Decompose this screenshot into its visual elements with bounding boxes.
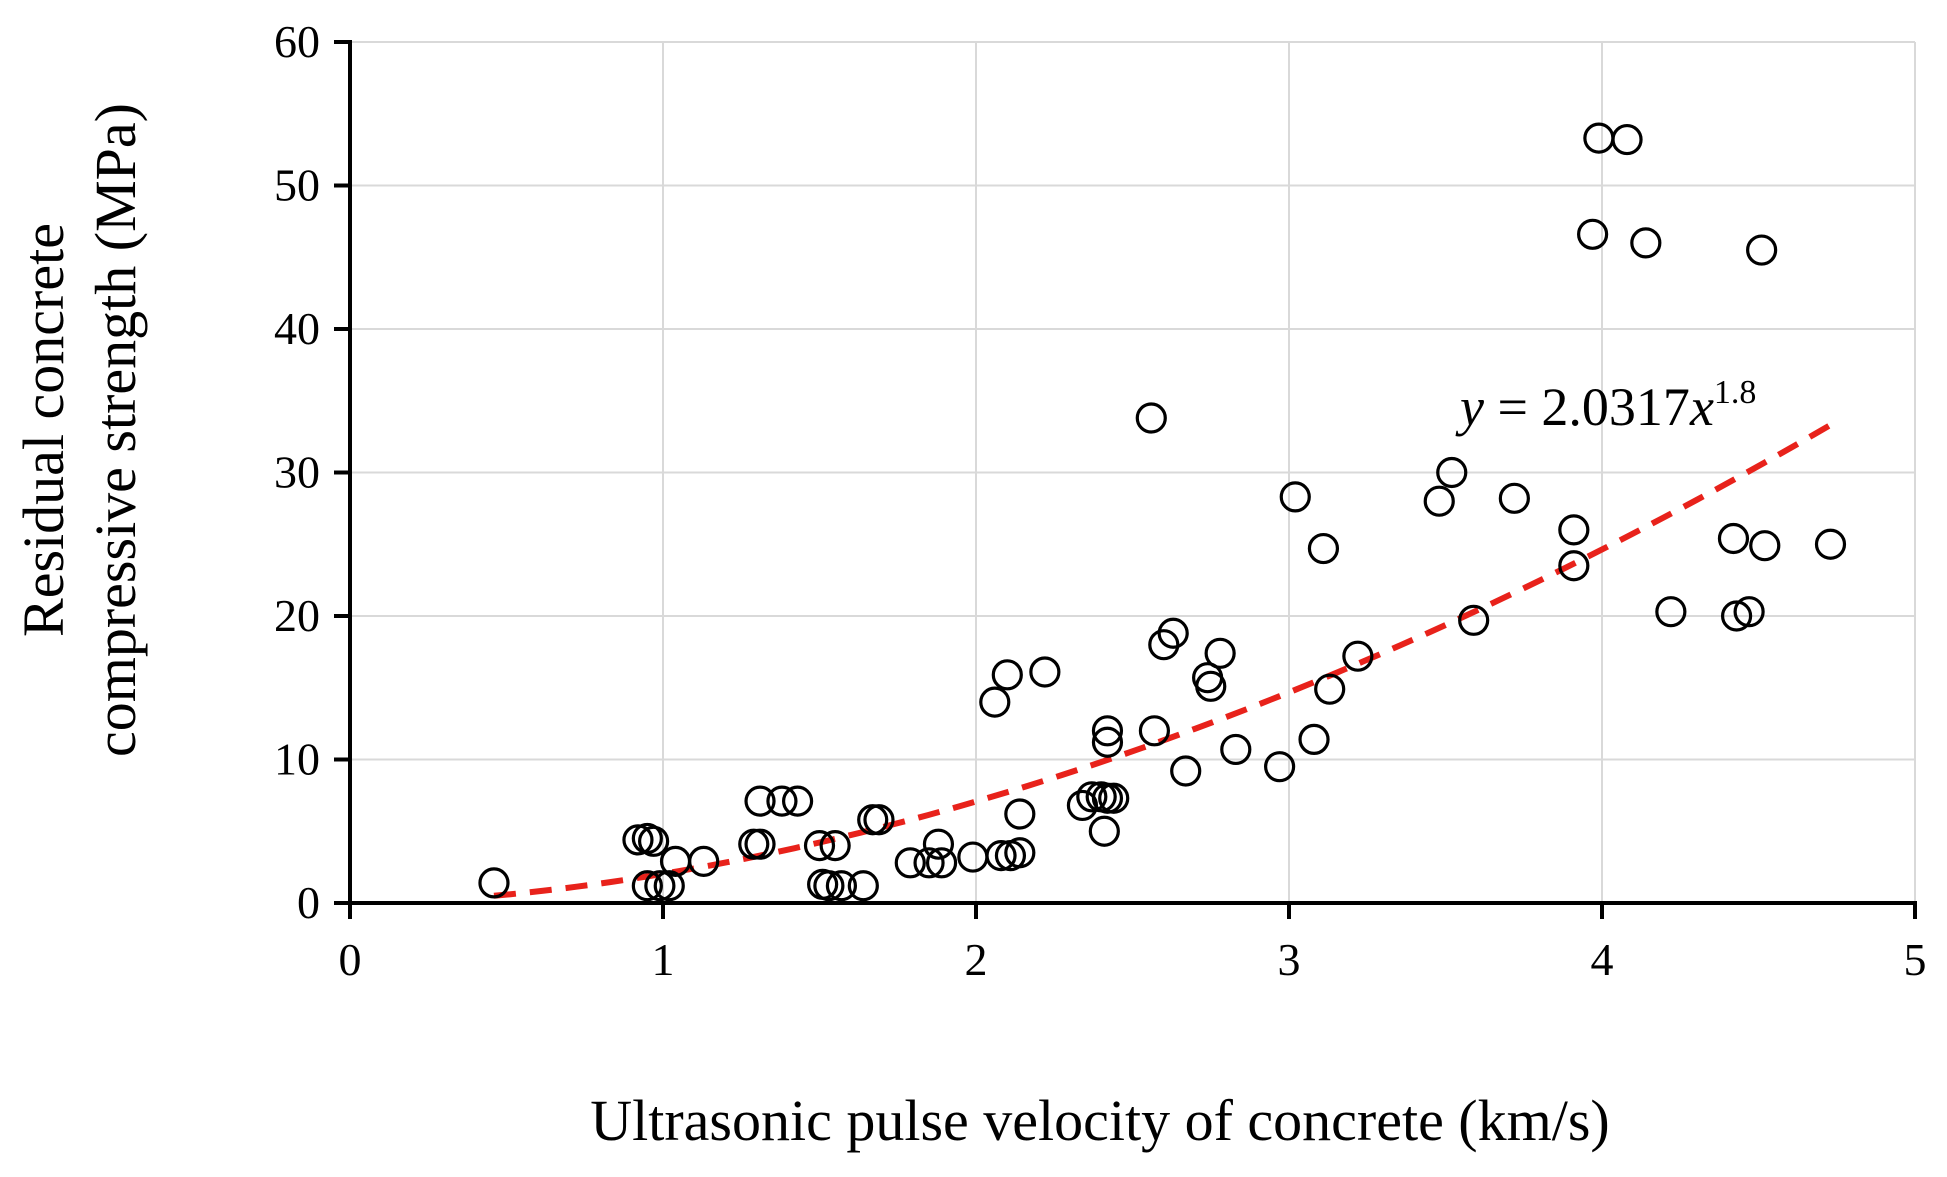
data-point	[1091, 726, 1124, 758]
axes	[334, 40, 1917, 919]
y-tick-label: 30	[274, 447, 320, 498]
data-point	[922, 828, 955, 860]
data-point	[644, 870, 676, 902]
data-point	[1157, 617, 1189, 649]
data-point	[1307, 532, 1340, 565]
data-point	[825, 870, 858, 902]
data-point	[1733, 596, 1765, 628]
y-tick-label: 60	[274, 16, 320, 67]
trendline-equation: y = 2.0317x1.8	[1455, 374, 1756, 437]
data-point	[631, 870, 663, 902]
data-point	[1717, 522, 1750, 555]
data-point	[1298, 723, 1330, 756]
data-point	[1558, 550, 1590, 582]
data-point	[1264, 751, 1296, 783]
data-point	[1314, 673, 1346, 705]
data-point	[913, 847, 945, 879]
data-point	[653, 870, 685, 902]
y-tick-label: 10	[274, 734, 320, 785]
data-point	[1498, 482, 1530, 514]
data-point	[1423, 485, 1455, 517]
data-point	[1170, 755, 1202, 787]
data-point	[991, 659, 1023, 691]
y-axis-title-line-2: compressive strength (MPa)	[83, 103, 148, 757]
data-point	[894, 847, 926, 879]
data-point	[1436, 456, 1468, 489]
data-point	[638, 825, 670, 857]
equation-coefficient: = 2.0317	[1484, 377, 1690, 437]
x-tick-label: 1	[652, 934, 675, 985]
equation-x-symbol: x	[1689, 377, 1714, 437]
data-point	[478, 867, 510, 899]
data-point	[1458, 604, 1490, 636]
data-point	[1204, 637, 1236, 669]
gridlines	[350, 41, 1916, 903]
data-point	[1630, 227, 1662, 259]
x-tick-label: 5	[1904, 934, 1927, 985]
data-point	[688, 845, 720, 877]
data-point	[1220, 733, 1252, 766]
data-point	[985, 840, 1017, 872]
x-tick-label: 4	[1591, 934, 1614, 985]
data-point	[863, 804, 895, 836]
data-point	[1279, 481, 1311, 513]
data-point	[1611, 123, 1643, 156]
y-axis-title-line-1: Residual concrete	[11, 223, 76, 637]
x-tick-label: 2	[965, 934, 988, 985]
data-point	[1029, 656, 1061, 688]
data-point	[819, 829, 851, 862]
data-point	[1004, 837, 1036, 869]
data-point	[1577, 218, 1609, 250]
data-point	[1746, 234, 1778, 266]
equation-y-symbol: y	[1455, 377, 1484, 437]
data-point	[1148, 629, 1180, 661]
y-tick-label: 20	[274, 590, 320, 641]
data-point	[813, 870, 845, 902]
data-point	[1138, 715, 1171, 747]
tick-labels: 0 10 20 30 40 50 60 0 1 2 3 4 5	[274, 16, 1927, 985]
data-point	[1195, 670, 1227, 702]
data-point	[1814, 528, 1847, 560]
data-point	[803, 829, 836, 862]
data-point	[925, 847, 958, 879]
data-point	[1558, 514, 1590, 546]
data-point	[847, 870, 879, 902]
data-point	[1135, 402, 1167, 434]
data-points	[478, 122, 1847, 902]
y-tick-label: 0	[297, 877, 320, 928]
data-point	[1655, 596, 1687, 628]
x-tick-label: 3	[1278, 934, 1301, 985]
data-point	[1720, 600, 1753, 632]
y-tick-label: 50	[274, 160, 320, 211]
data-point	[1088, 815, 1120, 847]
data-point	[744, 785, 776, 817]
equation-exponent: 1.8	[1714, 374, 1757, 411]
data-point	[766, 785, 798, 817]
data-point	[1342, 640, 1374, 672]
data-point	[979, 686, 1011, 718]
x-axis-title: Ultrasonic pulse velocity of concrete (k…	[590, 1088, 1610, 1153]
y-tick-label: 40	[274, 303, 320, 354]
data-point	[1098, 782, 1130, 814]
data-point	[781, 785, 814, 817]
x-tick-label: 0	[339, 934, 362, 985]
data-point	[1091, 715, 1124, 747]
data-point	[1749, 530, 1781, 562]
data-point	[622, 824, 654, 856]
data-point	[744, 828, 776, 860]
data-point	[1076, 781, 1108, 813]
data-point	[1004, 798, 1036, 830]
